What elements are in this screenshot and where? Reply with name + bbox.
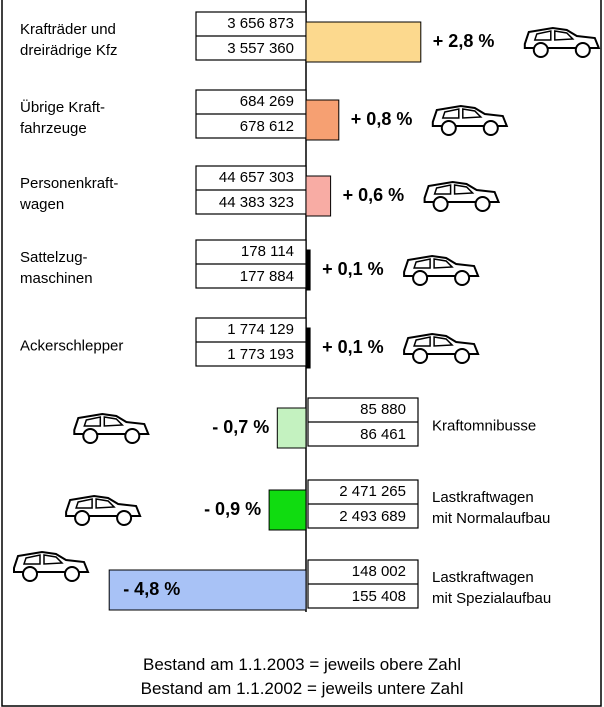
stock-2003: 178 114 [241,243,294,260]
stock-2002: 86 461 [360,426,406,443]
bar [269,490,306,530]
value-label: + 0,6 % [343,185,405,205]
vehicle-icon [66,496,140,525]
value-label: + 0,1 % [322,259,384,279]
category-label: Krafträder und dreirädrige Kfz [20,19,118,61]
bar [306,250,310,290]
bar [277,408,306,448]
category-label: Sattelzug- maschinen [20,247,93,289]
bar [306,22,421,62]
category-label: Kraftomnibusse [432,416,536,437]
value-label: - 0,7 % [212,417,269,437]
stock-2002: 177 884 [240,268,294,285]
vehicle-icon [525,28,599,57]
value-label: + 2,8 % [433,31,495,51]
category-label: Personenkraft- wagen [20,173,118,215]
vehicle-icon [74,414,148,443]
page: 3 656 873 3 557 360 + 2,8 % 684 269 678 612 +… [0,0,604,707]
vehicle-icon [404,334,478,363]
stock-2003: 684 269 [240,93,294,110]
vehicle-icon [14,552,88,581]
stock-2003: 2 471 265 [339,483,406,500]
stock-2002: 678 612 [240,118,294,135]
category-label: Übrige Kraft- fahrzeuge [20,97,105,139]
vehicle-icon [404,256,478,285]
vehicle-icon [425,182,499,211]
category-label: Lastkraftwagen mit Spezialaufbau [432,567,551,609]
stock-2003: 3 656 873 [227,15,294,32]
value-label: - 4,8 % [123,579,180,599]
category-label: Lastkraftwagen mit Normalaufbau [432,487,550,529]
stock-2002: 44 383 323 [219,194,294,211]
stock-2003: 44 657 303 [219,169,294,186]
stock-2003: 148 002 [352,563,406,580]
value-label: + 0,1 % [322,337,384,357]
bar [306,328,310,368]
value-label: + 0,8 % [351,109,413,129]
stock-2002: 155 408 [352,588,406,605]
stock-2002: 3 557 360 [227,40,294,57]
category-label: Ackerschlepper [20,336,123,357]
note: Bestand am 1.1.2002 = jeweils untere Zah… [0,679,604,699]
stock-2003: 1 774 129 [227,321,294,338]
stock-2002: 2 493 689 [339,508,406,525]
value-label: - 0,9 % [204,499,261,519]
bar [306,176,331,216]
vehicle-icon [433,106,507,135]
stock-2003: 85 880 [360,401,406,418]
stock-2002: 1 773 193 [227,346,294,363]
bar [306,100,339,140]
note: Bestand am 1.1.2003 = jeweils obere Zahl [0,655,604,675]
